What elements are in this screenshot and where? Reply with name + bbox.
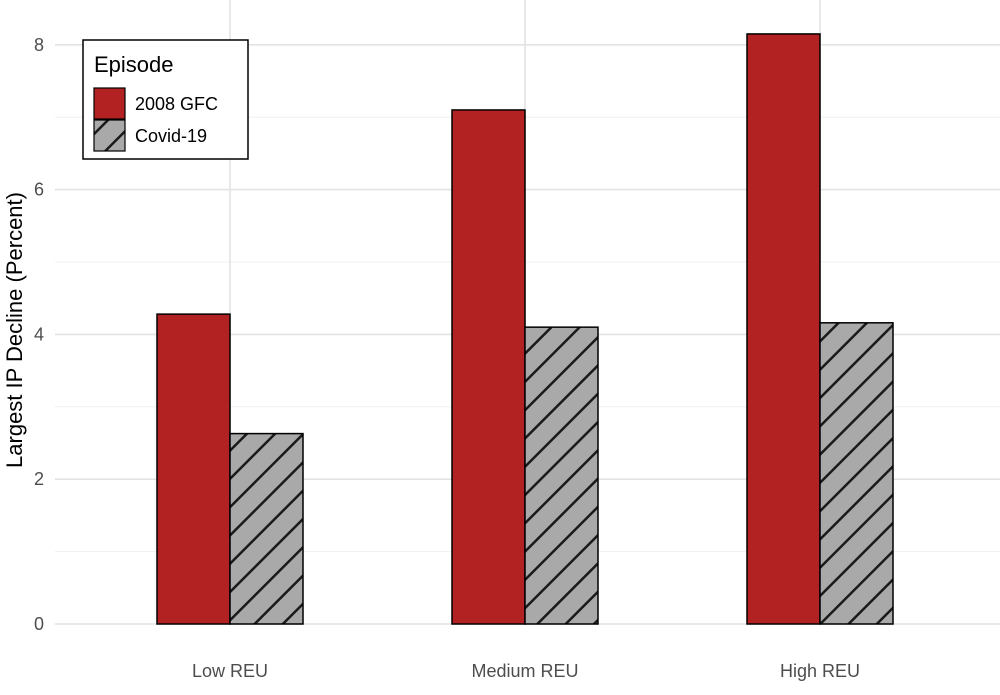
legend-key-gfc xyxy=(93,87,126,120)
bar-gfc-0 xyxy=(156,313,231,625)
x-axis-ticks: Low REU Medium REU High REU xyxy=(192,661,860,681)
y-axis-ticks: 0 2 4 6 8 xyxy=(34,35,44,634)
bar-gfc-2 xyxy=(746,33,821,625)
bar-gfc-1 xyxy=(451,109,526,625)
bar-covid-1 xyxy=(524,326,599,625)
legend-label-gfc: 2008 GFC xyxy=(135,94,218,114)
y-axis-title: Largest IP Decline (Percent) xyxy=(2,192,27,468)
legend-label-covid: Covid-19 xyxy=(135,126,207,146)
x-tick-label: Low REU xyxy=(192,661,268,681)
x-tick-label: High REU xyxy=(780,661,860,681)
bar-covid-0 xyxy=(229,432,304,625)
bars xyxy=(156,33,894,625)
y-tick-label: 8 xyxy=(34,35,44,55)
y-tick-label: 6 xyxy=(34,180,44,200)
x-tick-label: Medium REU xyxy=(471,661,578,681)
bar-covid-2 xyxy=(819,322,894,625)
legend-title: Episode xyxy=(94,52,174,77)
legend-key-covid xyxy=(93,119,126,152)
y-tick-label: 0 xyxy=(34,614,44,634)
y-tick-label: 2 xyxy=(34,469,44,489)
y-tick-label: 4 xyxy=(34,324,44,344)
legend: Episode 2008 GFC Covid-19 xyxy=(82,39,249,160)
